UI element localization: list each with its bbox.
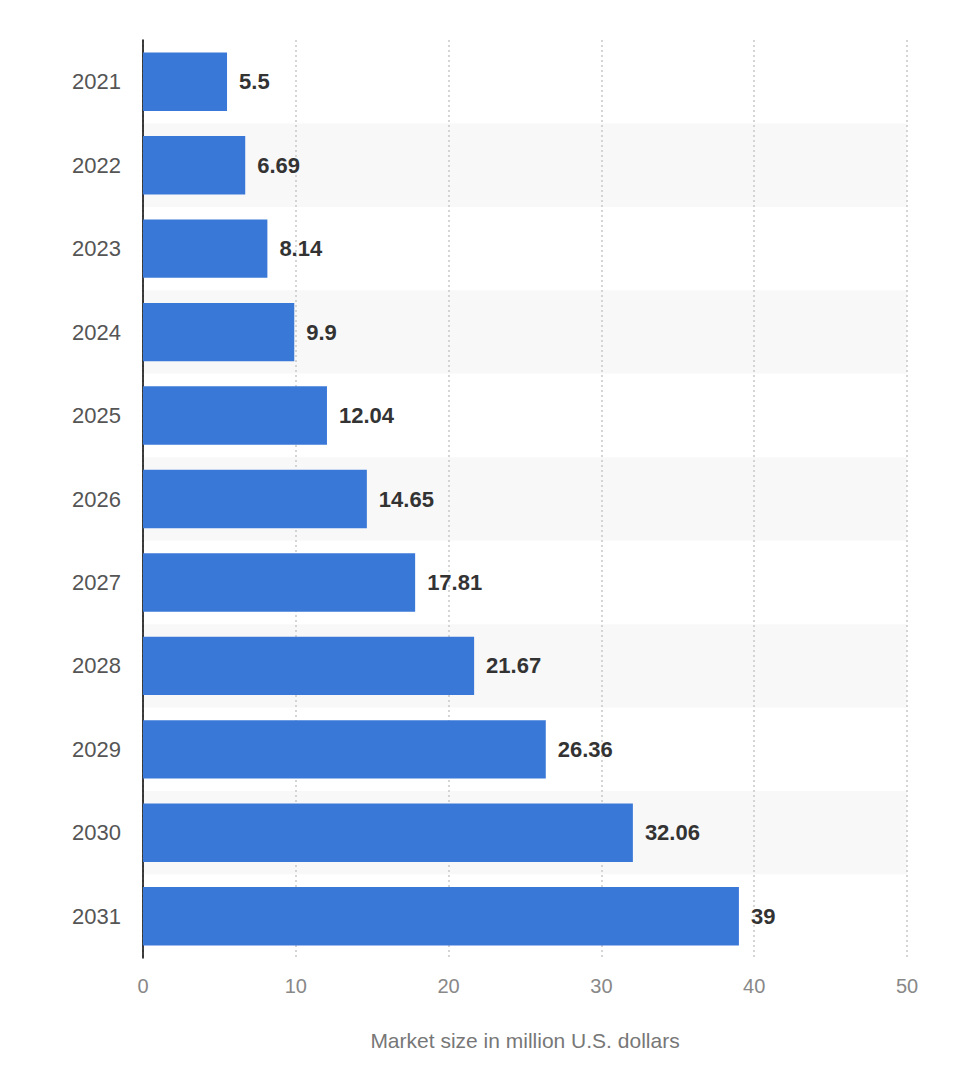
- svg-text:17.81: 17.81: [427, 570, 482, 595]
- svg-text:10: 10: [285, 975, 307, 997]
- svg-text:2026: 2026: [72, 487, 121, 512]
- svg-text:32.06: 32.06: [645, 820, 700, 845]
- svg-text:50: 50: [896, 975, 918, 997]
- svg-text:26.36: 26.36: [558, 737, 613, 762]
- svg-text:39: 39: [751, 904, 775, 929]
- svg-text:2025: 2025: [72, 403, 121, 428]
- svg-text:6.69: 6.69: [257, 153, 300, 178]
- svg-text:9.9: 9.9: [306, 320, 337, 345]
- svg-text:2031: 2031: [72, 904, 121, 929]
- svg-text:2029: 2029: [72, 737, 121, 762]
- svg-text:Market size in million U.S. do: Market size in million U.S. dollars: [370, 1029, 679, 1052]
- svg-text:30: 30: [590, 975, 612, 997]
- svg-text:40: 40: [743, 975, 765, 997]
- svg-text:14.65: 14.65: [379, 487, 434, 512]
- svg-text:5.5: 5.5: [239, 69, 270, 94]
- svg-text:2027: 2027: [72, 570, 121, 595]
- svg-text:2021: 2021: [72, 69, 121, 94]
- svg-text:0: 0: [137, 975, 148, 997]
- svg-text:2028: 2028: [72, 653, 121, 678]
- svg-text:2023: 2023: [72, 236, 121, 261]
- svg-text:2024: 2024: [72, 320, 121, 345]
- svg-text:20: 20: [437, 975, 459, 997]
- svg-text:12.04: 12.04: [339, 403, 395, 428]
- svg-text:8.14: 8.14: [279, 236, 323, 261]
- svg-text:2030: 2030: [72, 820, 121, 845]
- svg-text:21.67: 21.67: [486, 653, 541, 678]
- svg-text:2022: 2022: [72, 153, 121, 178]
